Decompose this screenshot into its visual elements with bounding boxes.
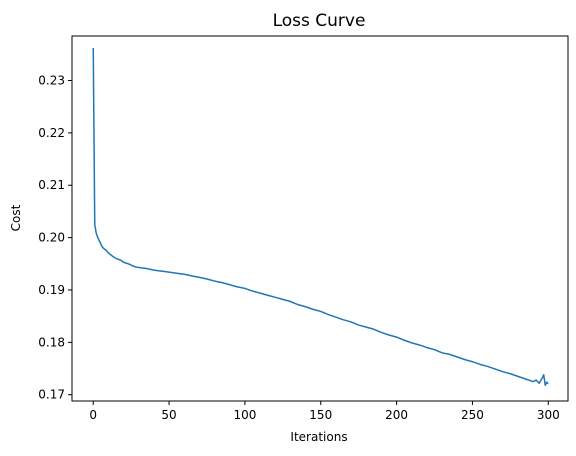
y-tick-label: 0.23 bbox=[38, 74, 65, 88]
x-axis-label: Iterations bbox=[290, 430, 347, 444]
x-tick-label: 100 bbox=[233, 408, 256, 422]
series-line-cost bbox=[92, 48, 549, 387]
y-axis-ticks: 0.17 0.18 0.19 0.20 0.21 0.22 0.23 bbox=[38, 74, 72, 402]
x-tick-label: 0 bbox=[89, 408, 97, 422]
x-tick-label: 50 bbox=[161, 408, 176, 422]
plot-area bbox=[92, 48, 549, 387]
y-tick-label: 0.17 bbox=[38, 388, 65, 402]
y-tick-label: 0.19 bbox=[38, 283, 65, 297]
x-tick-label: 200 bbox=[385, 408, 408, 422]
axes-frame bbox=[71, 35, 569, 402]
y-tick-label: 0.22 bbox=[38, 126, 65, 140]
y-axis-label: Cost bbox=[9, 204, 23, 231]
x-axis-ticks: 0 50 100 150 200 250 300 bbox=[89, 401, 560, 422]
y-tick-label: 0.18 bbox=[38, 335, 65, 349]
chart-title: Loss Curve bbox=[273, 11, 366, 31]
x-tick-label: 250 bbox=[461, 408, 484, 422]
y-tick-label: 0.21 bbox=[38, 178, 65, 192]
x-tick-label: 300 bbox=[537, 408, 560, 422]
y-tick-label: 0.20 bbox=[38, 231, 65, 245]
x-tick-label: 150 bbox=[309, 408, 332, 422]
